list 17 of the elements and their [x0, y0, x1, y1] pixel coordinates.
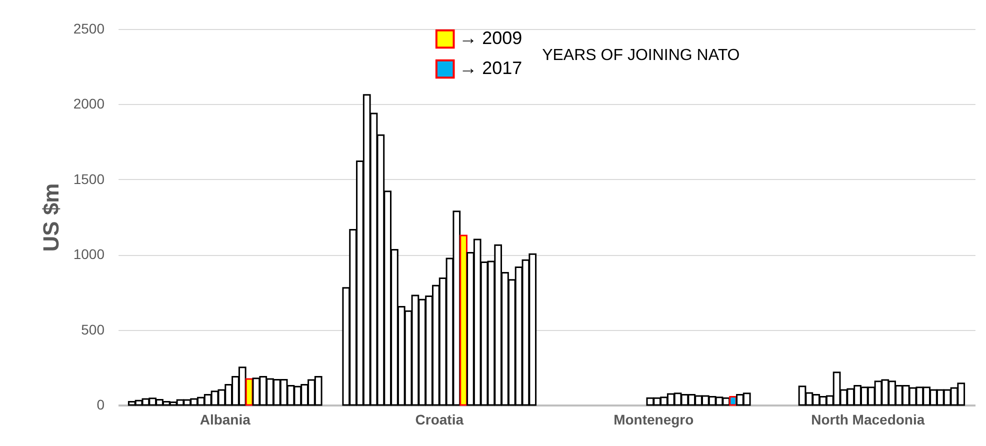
legend-title: YEARS OF JOINING NATO: [542, 47, 740, 64]
bar: [729, 396, 737, 406]
y-tick-label: 500: [81, 321, 105, 338]
bar: [460, 234, 468, 406]
y-tick-label: 2000: [73, 96, 105, 112]
y-tick-label: 0: [96, 396, 105, 412]
y-tick-label: 1000: [73, 246, 105, 262]
x-tick-label: North Macedonia: [811, 412, 925, 428]
bar: [245, 378, 254, 406]
legend-label: → 2017: [459, 58, 522, 78]
y-tick-label: 2500: [73, 20, 105, 36]
legend-label: → 2009: [459, 28, 522, 48]
x-tick-label: Albania: [200, 412, 251, 428]
x-tick-label: Montenegro: [614, 412, 694, 428]
y-axis-title: US $m: [38, 183, 64, 252]
x-tick-label: Croatia: [415, 412, 464, 428]
y-tick-label: 1500: [73, 170, 105, 187]
